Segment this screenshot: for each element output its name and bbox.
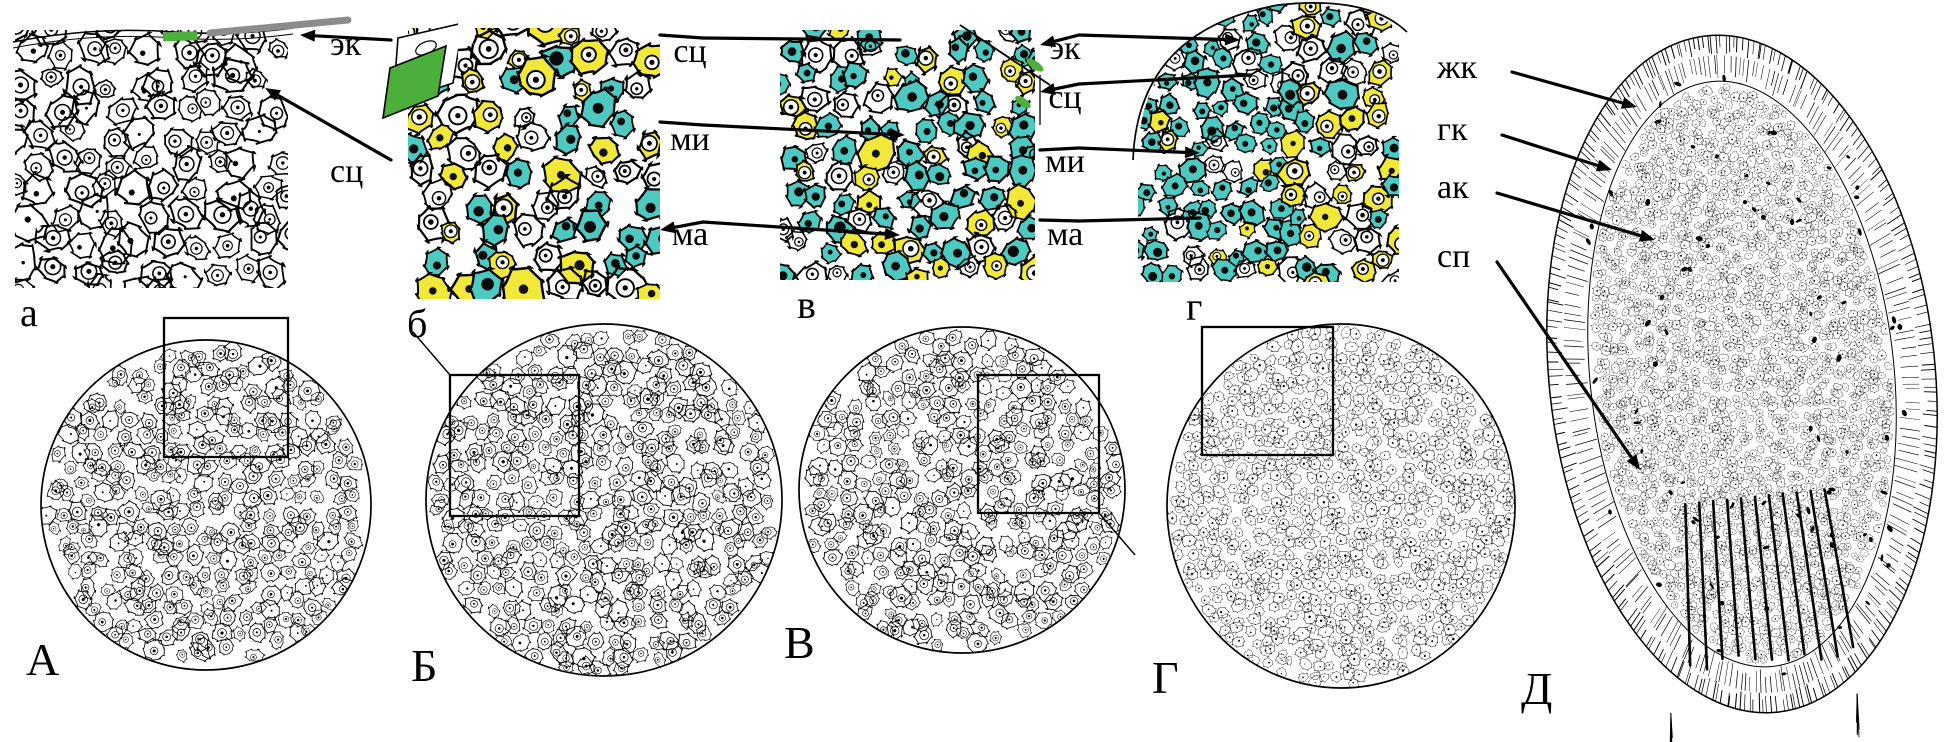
svg-text:сц: сц: [330, 153, 363, 190]
svg-text:ма: ма: [672, 216, 708, 253]
svg-text:гк: гк: [1437, 111, 1468, 148]
svg-text:ми: ми: [670, 121, 710, 158]
svg-text:Б: Б: [411, 640, 437, 691]
svg-text:ми: ми: [1045, 143, 1085, 180]
svg-text:ак: ак: [1437, 169, 1469, 206]
svg-text:эк: эк: [1049, 30, 1081, 67]
svg-text:Г: Г: [1152, 652, 1179, 703]
svg-text:г: г: [1186, 284, 1202, 329]
svg-text:жк: жк: [1436, 49, 1477, 86]
svg-text:эк: эк: [330, 26, 362, 63]
svg-text:Д: Д: [1521, 663, 1552, 714]
svg-text:б: б: [407, 301, 427, 346]
svg-text:а: а: [20, 290, 38, 335]
svg-text:сп: сп: [1437, 238, 1470, 275]
svg-text:В: В: [784, 617, 815, 668]
svg-text:А: А: [26, 634, 59, 685]
svg-text:сц: сц: [1048, 79, 1081, 116]
svg-text:ма: ма: [1047, 216, 1083, 253]
svg-text:сц: сц: [673, 33, 706, 70]
svg-text:в: в: [797, 282, 816, 327]
